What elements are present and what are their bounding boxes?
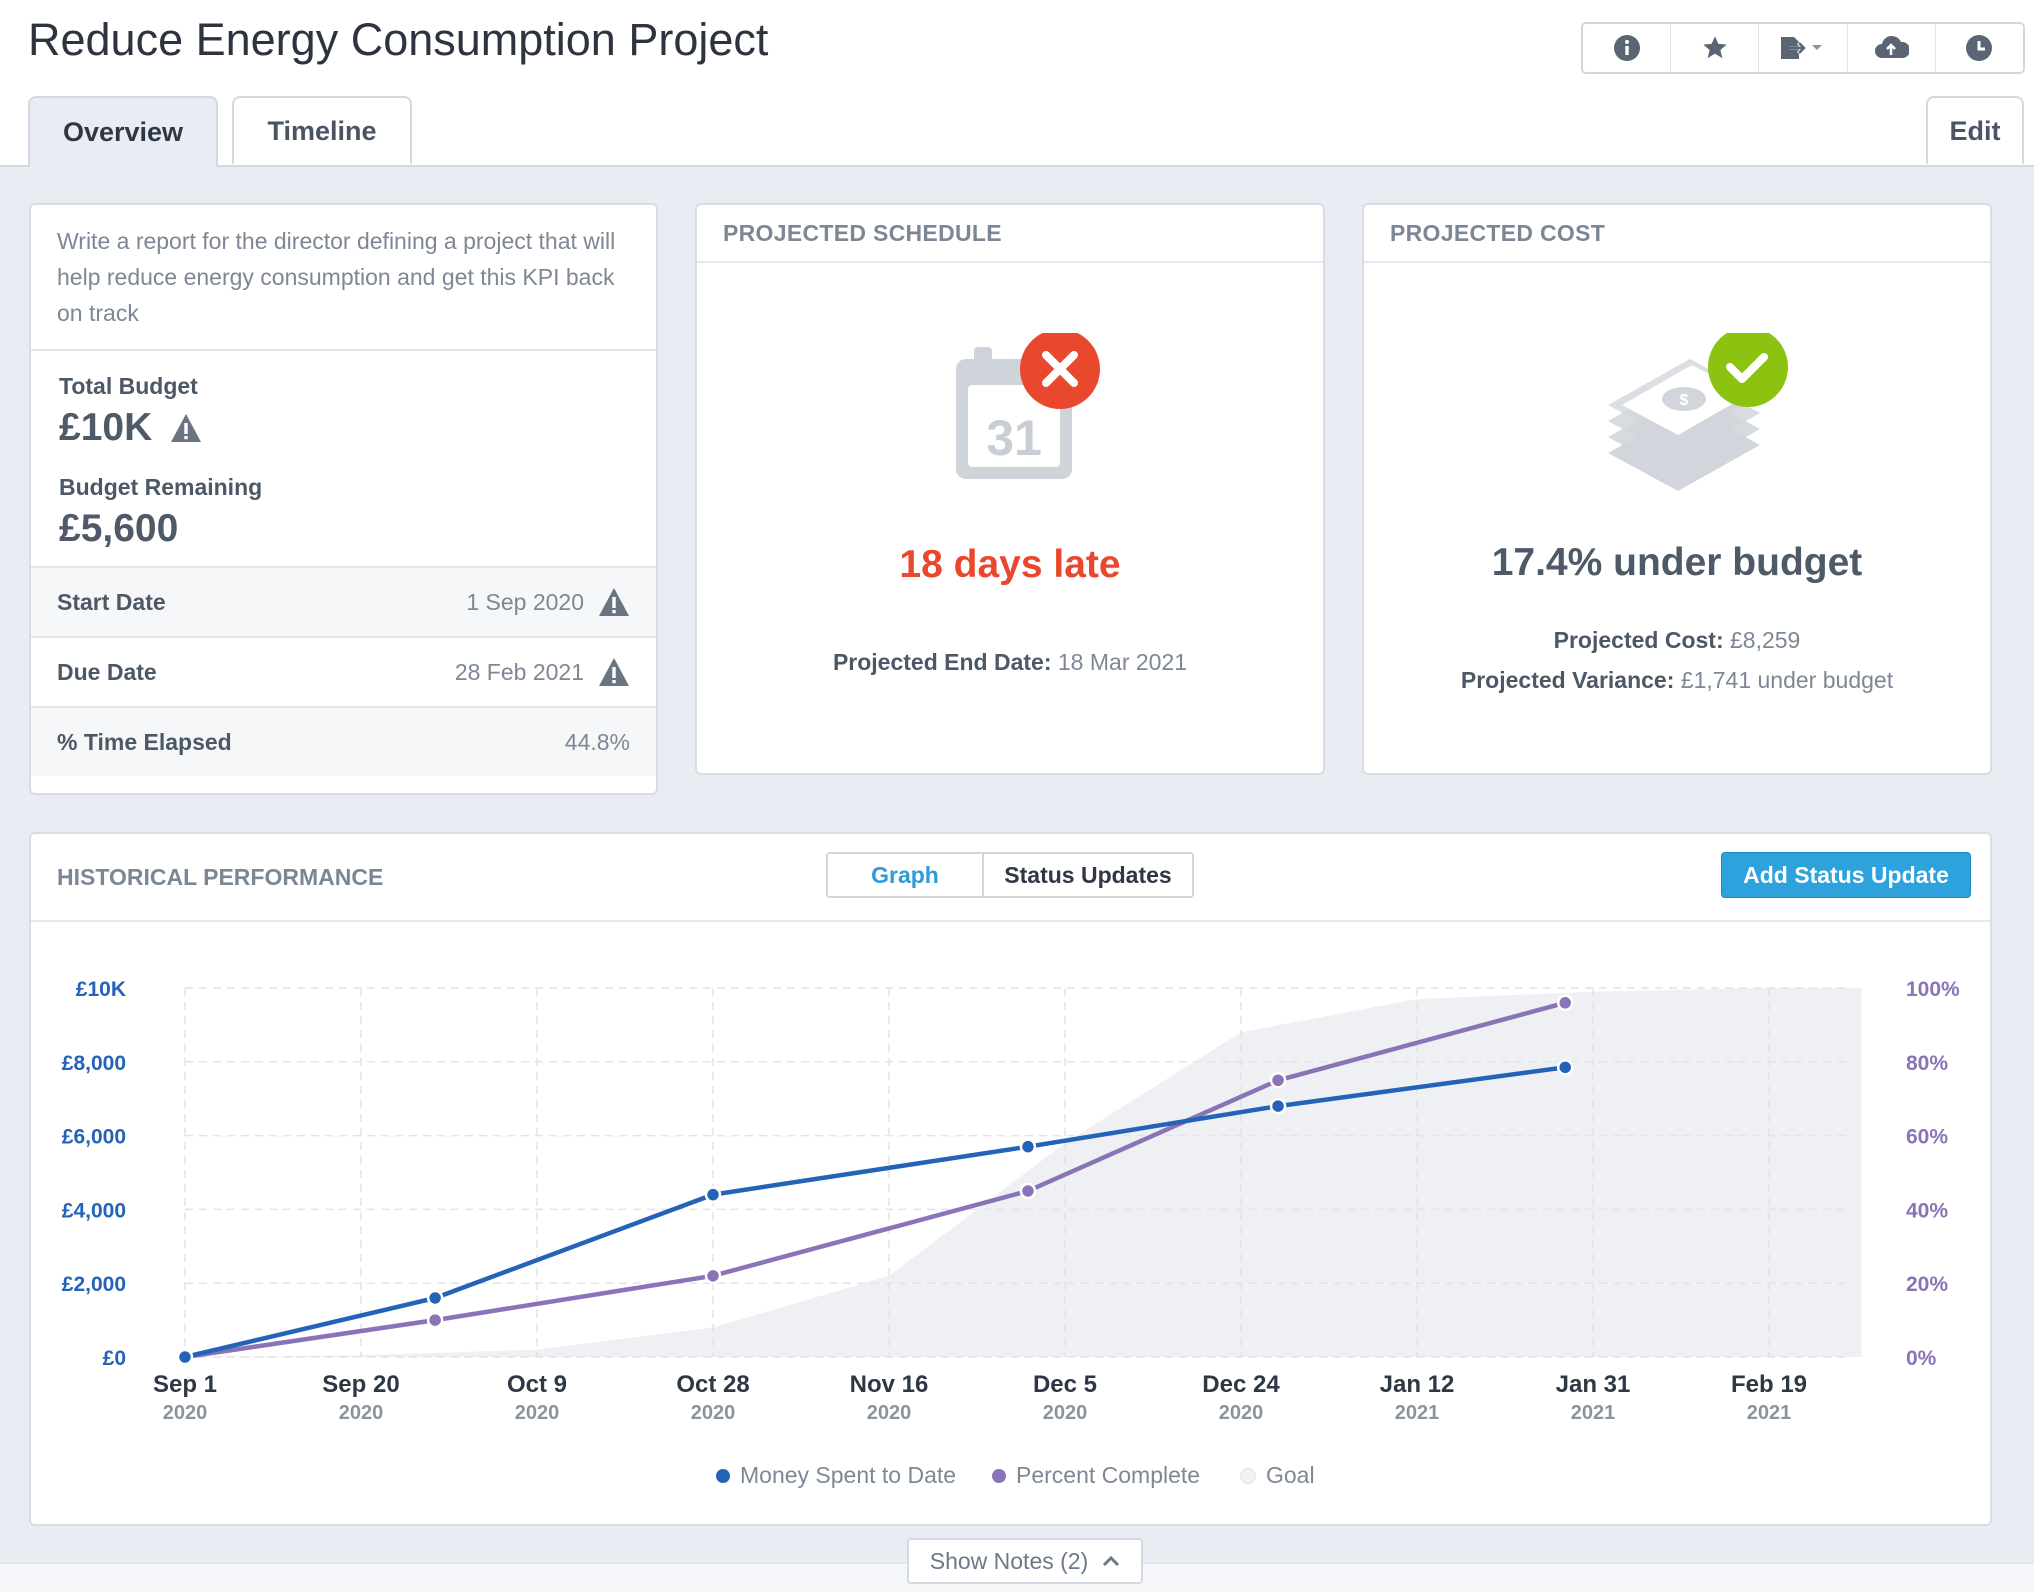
svg-text:$: $ (1680, 392, 1689, 409)
projected-end-date: Projected End Date: 18 Mar 2021 (697, 649, 1323, 676)
total-budget-value: £10K (59, 406, 153, 449)
info-icon (1613, 35, 1640, 61)
projected-cost-heading: PROJECTED COST (1364, 205, 1990, 263)
view-toggle: Graph Status Updates (826, 852, 1194, 898)
historical-performance-card: HISTORICAL PERFORMANCE (29, 832, 1992, 1526)
warning-icon (171, 414, 202, 442)
start-date-label: Start Date (57, 588, 166, 615)
legend-goal-marker (1240, 1467, 1256, 1484)
projected-schedule-heading: PROJECTED SCHEDULE (697, 205, 1323, 263)
time-elapsed-row: % Time Elapsed 44.8% (31, 706, 656, 776)
budget-remaining-label: Budget Remaining (59, 474, 263, 500)
calendar-late-icon: 31 (952, 329, 1122, 508)
money-ok-icon: $ (1600, 327, 1790, 508)
projected-cost-line: Projected Cost: £8,259 (1364, 627, 1990, 654)
projected-variance-label: Projected Variance: (1460, 667, 1675, 693)
projected-cost-label: Projected Cost: (1553, 627, 1724, 653)
info-button[interactable] (1583, 24, 1670, 72)
end-date-label: Projected End Date: (832, 649, 1052, 675)
project-details-card: Write a report for the director defining… (29, 203, 658, 795)
legend-money-marker (716, 1468, 730, 1483)
edit-label: Edit (1949, 115, 2001, 146)
due-date-label: Due Date (57, 658, 157, 685)
project-description: Write a report for the director defining… (31, 205, 656, 351)
page-title: Reduce Energy Consumption Project (28, 14, 769, 65)
projected-schedule-card: PROJECTED SCHEDULE 31 18 days late Proje… (695, 203, 1325, 775)
legend-percent-label: Percent Complete (1016, 1462, 1201, 1488)
export-button[interactable] (1758, 24, 1846, 72)
time-elapsed-value: 44.8% (564, 728, 630, 755)
start-date-value: 1 Sep 2020 (466, 588, 584, 615)
total-budget-label: Total Budget (59, 373, 198, 399)
chevron-up-icon (1103, 1555, 1120, 1567)
projected-variance-line: Projected Variance: £1,741 under budget (1364, 667, 1990, 694)
tab-overview[interactable]: Overview (28, 96, 218, 167)
show-notes-label: Show Notes (2) (929, 1547, 1089, 1574)
export-icon (1781, 37, 1822, 59)
cloud-upload-button[interactable] (1846, 24, 1935, 72)
due-date-value: 28 Feb 2021 (454, 658, 584, 685)
start-date-row: Start Date 1 Sep 2020 (31, 566, 656, 636)
legend-goal[interactable]: Goal (1240, 1462, 1315, 1489)
add-status-update-button[interactable]: Add Status Update (1721, 852, 1971, 898)
legend-goal-label: Goal (1266, 1462, 1315, 1488)
tab-timeline[interactable]: Timeline (232, 96, 412, 164)
warning-icon (599, 588, 629, 616)
favorite-button[interactable] (1670, 24, 1758, 72)
clock-icon (1966, 35, 1993, 61)
calendar-day: 31 (986, 410, 1042, 466)
legend-money-label: Money Spent to Date (740, 1462, 957, 1488)
legend-percent[interactable]: Percent Complete (992, 1462, 1200, 1489)
projected-cost-card: PROJECTED COST $ 17.4% under budget Proj… (1362, 203, 1992, 775)
header-toolbar (1581, 22, 2025, 74)
due-date-row: Due Date 28 Feb 2021 (31, 636, 656, 706)
budget-remaining-value: £5,600 (59, 507, 179, 550)
star-icon (1703, 36, 1727, 59)
legend-money[interactable]: Money Spent to Date (716, 1462, 956, 1489)
end-date-value: 18 Mar 2021 (1057, 649, 1188, 675)
tab-label: Timeline (267, 115, 377, 146)
cost-status: 17.4% under budget (1491, 541, 1863, 584)
historical-performance-heading: HISTORICAL PERFORMANCE (31, 834, 1990, 922)
history-button[interactable] (1934, 24, 2023, 72)
cloud-upload-icon (1875, 35, 1910, 58)
show-notes-button[interactable]: Show Notes (2) (907, 1538, 1143, 1584)
legend-percent-marker (992, 1468, 1006, 1483)
projected-cost-value: £8,259 (1730, 627, 1801, 653)
status-updates-toggle[interactable]: Status Updates (984, 854, 1192, 896)
warning-icon (599, 658, 629, 686)
tab-label: Overview (62, 117, 184, 147)
edit-button[interactable]: Edit (1926, 96, 2024, 164)
graph-toggle[interactable]: Graph (828, 854, 984, 896)
projected-variance-value: £1,741 under budget (1680, 667, 1894, 693)
budget-summary: Total Budget £10K Budget Remaining £5,60… (31, 351, 656, 566)
schedule-status: 18 days late (899, 543, 1121, 586)
time-elapsed-label: % Time Elapsed (57, 728, 232, 755)
